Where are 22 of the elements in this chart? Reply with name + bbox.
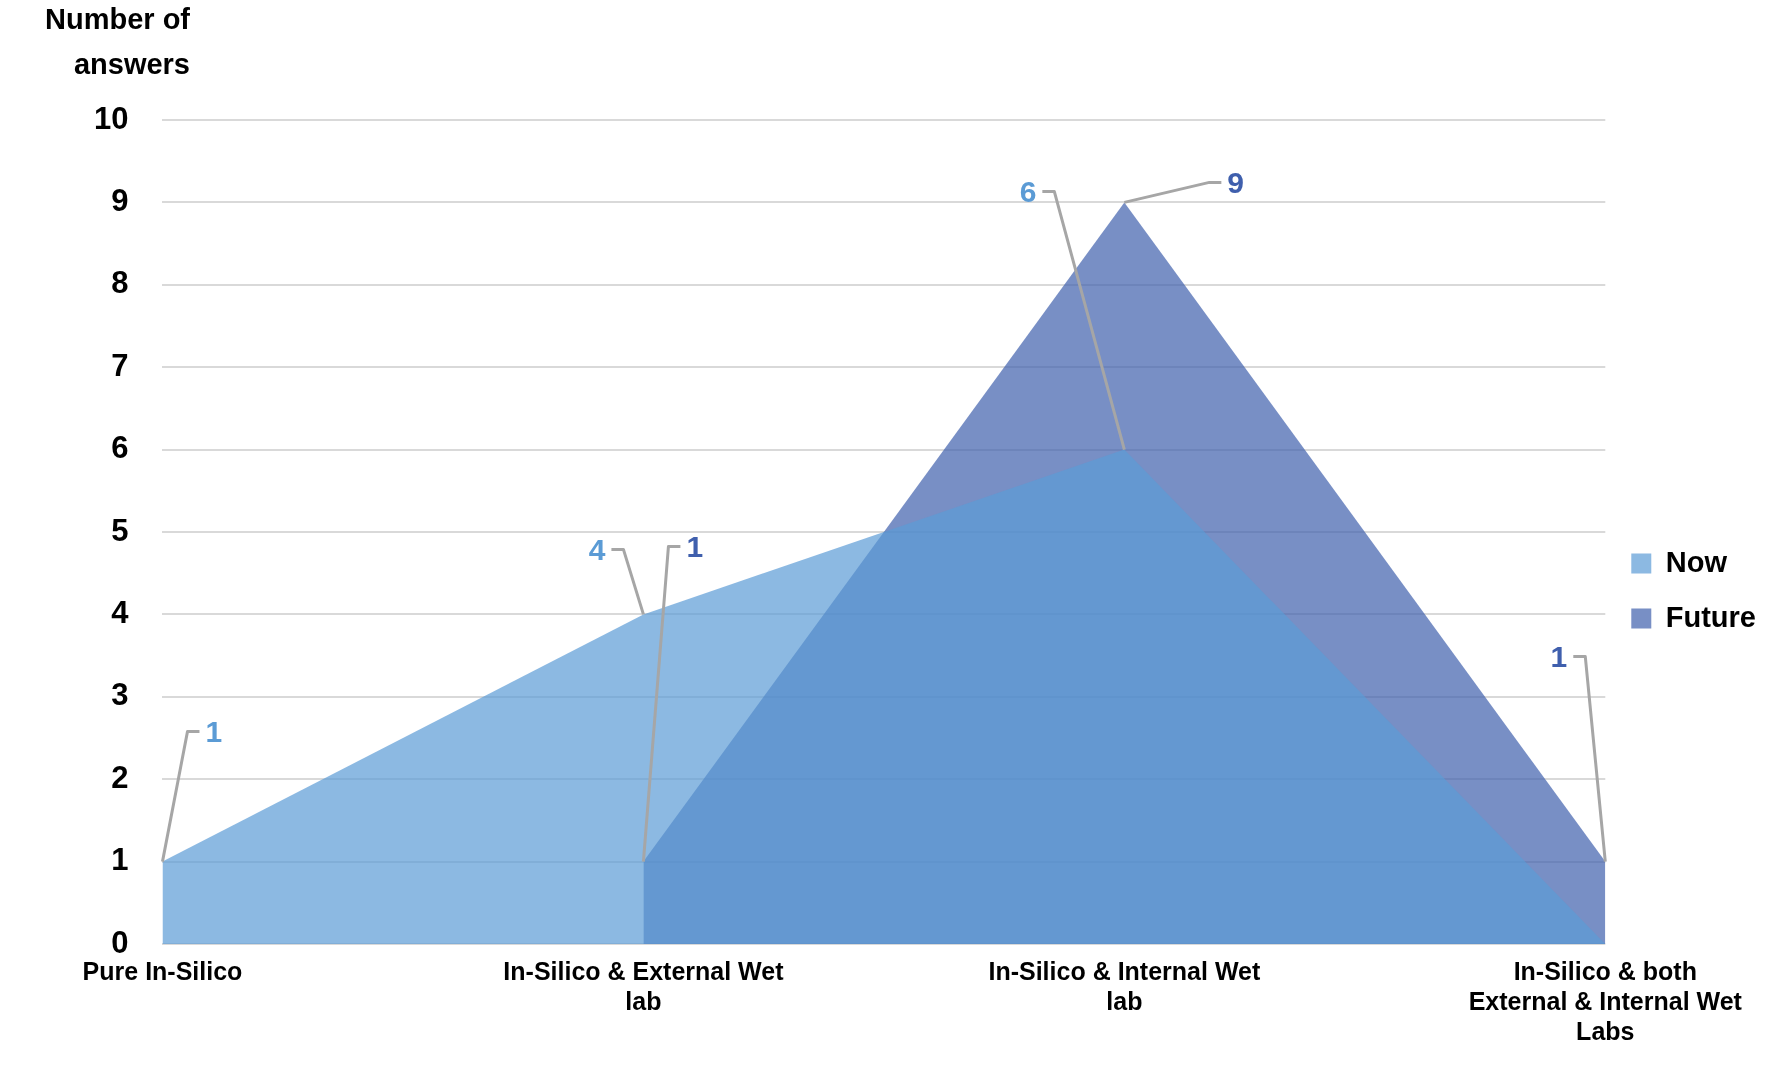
y-tick-label: 6 [111,430,129,466]
x-tick-label: In-Silico & External Wet lab [503,956,785,1015]
x-tick-label: In-Silico & both External & Internal Wet Labs [1468,956,1743,1045]
y-tick-label: 2 [111,759,129,795]
y-tick-label: 9 [111,182,129,218]
legend-label: Now [1665,545,1728,578]
y-axis-title: Number of answers [45,2,191,80]
data-label: 4 [588,532,606,566]
y-tick-label: 7 [111,347,129,383]
data-label: 1 [1550,639,1568,673]
y-tick-label: 1 [111,842,129,878]
data-label: 9 [1227,165,1245,199]
y-tick-label: 10 [94,100,129,136]
y-tick-label: 5 [111,512,129,548]
data-label: 1 [205,714,223,748]
legend-label: Future [1665,600,1756,633]
x-tick-label: In-Silico & Internal Wet lab [988,956,1261,1015]
data-label: 6 [1019,174,1037,208]
y-tick-label: 4 [111,594,130,630]
y-tick-label: 8 [111,265,129,301]
y-tick-label: 3 [111,677,129,713]
data-label: 1 [686,529,704,563]
